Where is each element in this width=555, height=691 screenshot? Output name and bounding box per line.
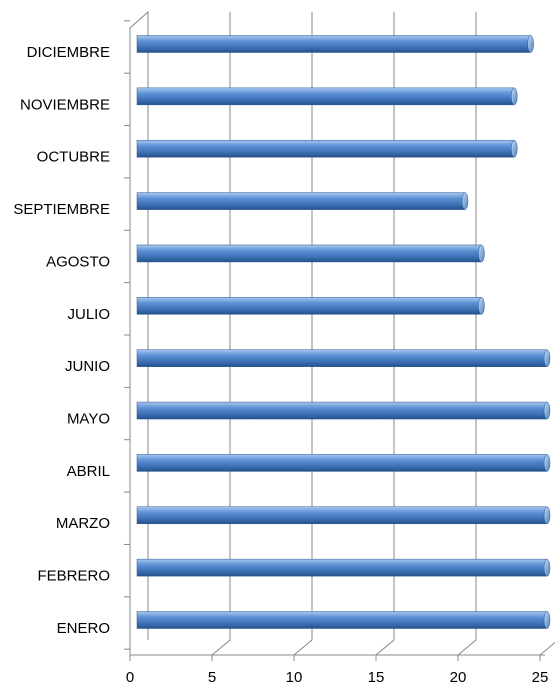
bar <box>136 611 548 629</box>
bar-cap <box>461 192 469 210</box>
y-tick-label: ABRIL <box>67 463 110 480</box>
y-tick-label: FEBRERO <box>37 568 110 585</box>
grid-line <box>211 12 231 656</box>
bar-cap <box>543 558 551 577</box>
grid-line <box>457 12 477 656</box>
bar-cap <box>510 87 518 106</box>
bar <box>136 506 548 525</box>
bar-cap <box>527 35 534 53</box>
bar <box>136 139 515 158</box>
bar-cap <box>543 611 551 629</box>
x-tick-label: 25 <box>532 669 549 686</box>
bar-cap <box>543 349 551 367</box>
y-tick-label: MARZO <box>56 515 110 532</box>
y-tick-label: JULIO <box>67 306 110 323</box>
x-tick-label: 20 <box>450 669 467 686</box>
y-tick-label: MAYO <box>67 411 110 428</box>
bar <box>136 401 548 420</box>
bar <box>136 244 482 263</box>
bar-cap <box>543 506 551 525</box>
bar-cap <box>478 244 485 263</box>
y-tick-label: JUNIO <box>65 358 110 375</box>
grid-line <box>375 12 395 656</box>
bar <box>136 349 548 367</box>
x-tick-label: 5 <box>208 669 216 686</box>
bar <box>136 87 515 106</box>
left-wall <box>129 10 149 655</box>
y-tick-label: AGOSTO <box>46 253 110 270</box>
bar-cap <box>543 401 551 420</box>
bar <box>136 35 531 53</box>
x-tick-label: 15 <box>368 669 385 686</box>
y-tick-label: NOVIEMBRE <box>20 96 110 113</box>
y-tick-label: OCTUBRE <box>37 149 110 166</box>
y-tick-label: ENERO <box>57 620 110 637</box>
bar-cap <box>478 297 485 315</box>
x-tick-label: 0 <box>126 669 134 686</box>
bar <box>136 454 548 472</box>
y-tick-label: DICIEMBRE <box>27 44 110 61</box>
bar-cap <box>543 454 551 472</box>
bar <box>136 558 548 577</box>
bar <box>136 297 482 315</box>
grid-line <box>293 12 313 656</box>
y-tick-label: SEPTIEMBRE <box>13 201 110 218</box>
bar-cap <box>510 139 518 158</box>
x-tick-label: 10 <box>286 669 303 686</box>
grid-line <box>539 641 555 656</box>
bar <box>136 192 466 210</box>
